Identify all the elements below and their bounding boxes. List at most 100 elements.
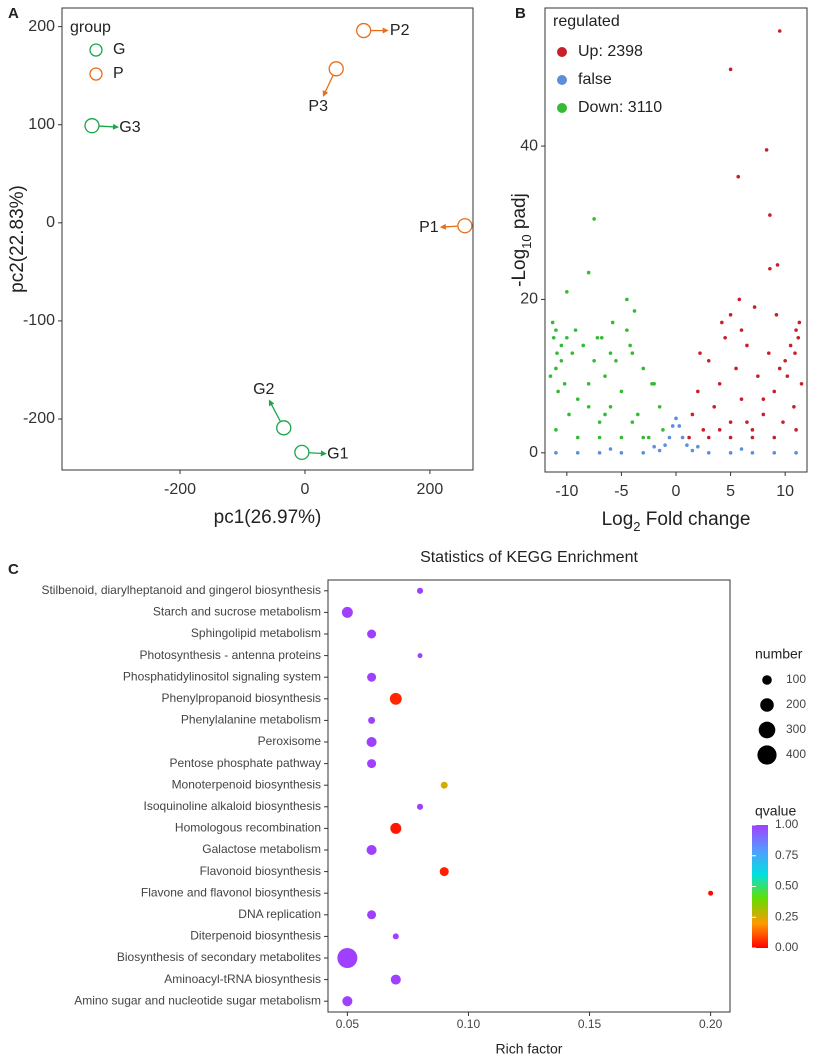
bubble <box>367 629 377 639</box>
point-label: P3 <box>308 98 328 115</box>
point <box>690 412 695 417</box>
point <box>720 320 724 325</box>
point <box>565 289 569 294</box>
point <box>597 451 602 455</box>
arrow-head <box>268 399 275 407</box>
bubble <box>440 781 448 789</box>
point <box>696 444 700 449</box>
x-tick-label: 10 <box>776 483 794 500</box>
x-axis-label: pc1(26.97%) <box>214 507 322 528</box>
point <box>551 335 556 340</box>
point <box>750 435 755 440</box>
point <box>575 397 580 401</box>
point <box>84 118 100 134</box>
point-label: P1 <box>419 219 439 236</box>
bubble <box>367 910 377 920</box>
bubble <box>367 759 377 769</box>
point <box>608 351 613 355</box>
bubble <box>390 822 402 834</box>
point <box>788 343 793 348</box>
bubble <box>708 890 714 896</box>
y-tick-label: -100 <box>23 312 55 329</box>
point <box>646 435 651 440</box>
x-axis-label: Rich factor <box>496 1041 563 1057</box>
y-tick-label: 20 <box>520 291 538 308</box>
point <box>603 374 607 378</box>
point <box>608 447 613 451</box>
point <box>737 297 742 302</box>
point-label: G3 <box>119 119 140 136</box>
colorbar-label: 0.25 <box>775 909 799 923</box>
point <box>712 405 717 409</box>
y-tick-label: 40 <box>520 137 538 154</box>
legend-size <box>760 698 774 712</box>
bubble <box>366 736 377 748</box>
point <box>276 420 292 436</box>
x-tick-label: -200 <box>164 481 196 498</box>
bubble <box>390 974 401 985</box>
x-tick-label: 0.20 <box>699 1017 723 1031</box>
point <box>797 320 802 325</box>
point-label: G1 <box>327 446 348 463</box>
point <box>728 420 733 424</box>
x-tick-label: 0.05 <box>336 1017 360 1031</box>
label-arrow <box>324 74 334 94</box>
colorbar-label: 0.50 <box>775 879 799 893</box>
bubble <box>342 996 353 1007</box>
point <box>739 447 744 451</box>
point <box>619 451 624 455</box>
point <box>554 328 558 332</box>
point <box>457 218 473 234</box>
point <box>667 435 672 440</box>
legend-label: Down: 3110 <box>578 99 662 116</box>
arrow-head <box>112 123 119 130</box>
panel-label: B <box>515 5 526 22</box>
x-tick-label: 200 <box>417 481 444 498</box>
panel-label: A <box>8 5 19 22</box>
point <box>661 428 665 432</box>
point <box>687 435 691 440</box>
point <box>663 443 667 447</box>
point <box>756 374 760 378</box>
y-tick-label: Monoterpenoid biosynthesis <box>172 777 321 791</box>
point <box>772 389 777 394</box>
y-tick-label: Peroxisome <box>258 734 322 748</box>
point <box>586 270 591 275</box>
point <box>554 366 558 371</box>
point <box>670 424 675 428</box>
point <box>556 389 560 394</box>
bubble <box>337 948 358 968</box>
plot-area <box>61 7 474 471</box>
point <box>652 444 656 449</box>
point <box>794 451 798 455</box>
point <box>792 405 796 409</box>
point-label: G2 <box>253 381 274 398</box>
x-tick-label: -10 <box>555 483 578 500</box>
point <box>562 382 567 386</box>
point <box>734 366 738 371</box>
point <box>680 435 685 440</box>
point <box>706 358 711 363</box>
y-tick-label: DNA replication <box>238 907 321 921</box>
point <box>619 435 624 440</box>
point <box>550 320 555 325</box>
point <box>548 374 553 378</box>
legend-label: 100 <box>786 672 806 686</box>
point <box>764 148 769 152</box>
x-axis-label: Log2 Fold change <box>602 509 751 534</box>
point <box>745 420 749 424</box>
point <box>581 343 586 348</box>
legend-swatch <box>89 43 103 57</box>
chart-title: Statistics of KEGG Enrichment <box>420 549 638 566</box>
point <box>559 358 564 363</box>
label-arrow <box>270 402 282 422</box>
bubble <box>367 672 377 682</box>
point <box>603 412 607 417</box>
y-tick-label: -200 <box>23 410 55 427</box>
point <box>781 420 785 424</box>
y-tick-label: Pentose phosphate pathway <box>170 756 321 770</box>
legend-size <box>758 721 776 739</box>
point <box>690 448 695 453</box>
y-axis-label: pc2(22.83%) <box>7 185 28 293</box>
